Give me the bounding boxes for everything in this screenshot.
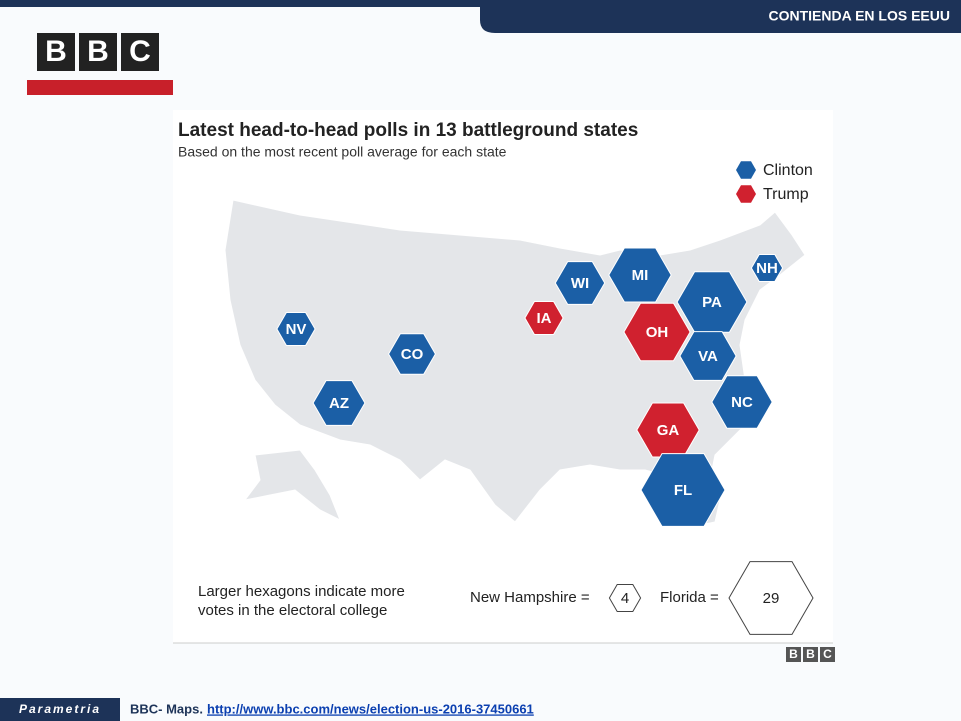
state-label: MI [632,267,649,284]
logo-letter: B [45,35,67,68]
state-label: NC [731,394,753,411]
state-label: OH [646,324,669,341]
state-hexagon [312,380,366,426]
state-hexagon [676,271,748,333]
state-hexagon [388,333,436,375]
state-label: NH [756,260,778,277]
footer-source: BBC- Maps. [130,701,203,716]
map-title: Latest head-to-head polls in 13 battlegr… [178,120,638,141]
scale-hexagon [728,561,814,635]
logo-letter: C [129,35,151,68]
state-hexagons: NV CO AZ IA WI MI OH PA VA NC GA NH FL [276,247,784,527]
banner-text: CONTIENDA EN LOS EEUU [769,8,951,24]
scale-label: Florida = [660,589,719,606]
state-hexagon [640,453,726,527]
state-hexagon [679,331,737,381]
state-label: AZ [329,395,349,412]
alaska-outline [243,449,341,522]
state-hexagon [276,312,316,346]
scale-value: 29 [763,590,780,607]
top-strip [0,0,961,7]
state-label: IA [537,310,552,327]
scale-label: New Hampshire = [470,589,590,606]
credit-letter: B [789,647,798,661]
state-label: VA [698,348,718,365]
credit-block [820,647,835,662]
size-scale: New Hampshire = 4 Florida = 29 [470,561,814,635]
logo-underline [27,80,173,95]
state-hexagon [608,247,672,303]
banner-bar [480,7,961,33]
state-hexagon [711,375,773,429]
state-label: CO [401,346,424,363]
state-hexagon [623,302,691,362]
credit-letter: B [806,647,815,661]
scale-hexagon [608,584,642,612]
footer-link[interactable]: http://www.bbc.com/news/election-us-2016… [207,701,534,716]
logo-block [37,33,75,71]
logo-block [79,33,117,71]
state-label: FL [674,482,692,499]
state-label: GA [657,422,680,439]
logo-letter: B [87,35,109,68]
state-hexagon [554,261,606,305]
state-hexagon [524,301,564,335]
map-subtitle: Based on the most recent poll average fo… [178,144,507,160]
brand-text: Parametria [19,702,101,716]
legend-label: Clinton [763,162,813,179]
logo-block [121,33,159,71]
legend-swatch [736,185,756,203]
credit-block [803,647,818,662]
credit-block [786,647,801,662]
note-line: Larger hexagons indicate more [198,583,405,600]
brand-box [0,698,120,721]
credit-letter: C [823,647,832,661]
state-label: NV [286,321,307,338]
state-label: PA [702,294,722,311]
note-line: votes in the electoral college [198,602,387,619]
footer-link-text[interactable]: http://www.bbc.com/news/election-us-2016… [207,701,534,716]
legend-label: Trump [763,186,809,203]
scale-value: 4 [621,590,629,607]
state-label: WI [571,275,589,292]
legend-swatch [736,161,756,179]
legend: Clinton Trump [736,161,813,203]
state-hexagon [750,254,784,282]
